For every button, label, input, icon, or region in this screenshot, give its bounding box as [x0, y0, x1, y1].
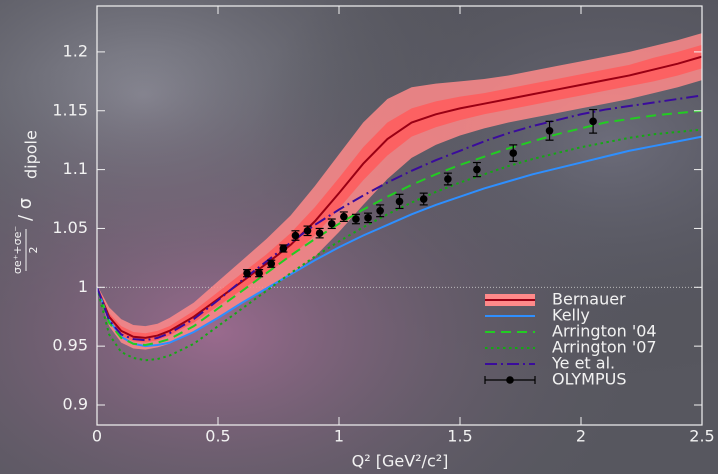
y-label-numerator: σe⁺+σe⁻: [11, 226, 24, 275]
x-tick-label: 0.5: [205, 427, 230, 446]
y-tick-label: 1.05: [52, 218, 88, 237]
y-tick-label: 1: [78, 277, 88, 296]
plot-area: [96, 33, 703, 362]
legend-label: Bernauer: [552, 290, 626, 309]
curve: [96, 55, 703, 339]
y-axis-label: σe⁺+σe⁻ 2 / σ dipole: [11, 130, 41, 274]
data-point: [352, 215, 360, 223]
plot-frame: [96, 5, 703, 426]
x-tick-label: 0: [92, 427, 102, 446]
data-point: [419, 195, 428, 203]
y-tick-label: 1.15: [52, 100, 88, 119]
y-label-denominator: 2: [27, 247, 40, 254]
y-tick-label: 1.1: [63, 159, 88, 178]
curve: [96, 128, 703, 362]
legend-label: Kelly: [552, 306, 590, 325]
x-tick-label: 1: [334, 427, 344, 446]
data-point: [315, 229, 324, 237]
y-label: / σ: [15, 198, 36, 221]
uncertainty-band: [97, 44, 702, 343]
data-point: [395, 197, 404, 206]
x-tick-label: 1.5: [447, 427, 472, 446]
curve: [96, 109, 703, 346]
data-point: [267, 259, 276, 268]
curve: [96, 135, 703, 348]
data-point: [473, 165, 481, 174]
data-point: [545, 126, 554, 135]
curve: [96, 94, 703, 342]
x-axis-label: Q² [GeV²/c²]: [352, 452, 449, 471]
legend-label: Ye et al.: [551, 354, 615, 373]
data-point: [243, 269, 251, 277]
y-tick-label: 0.95: [52, 336, 88, 355]
data-point: [327, 219, 336, 228]
data-point: [444, 175, 452, 183]
legend-label: Arrington '04: [552, 322, 657, 341]
data-point: [509, 149, 518, 157]
data-point: [279, 244, 288, 253]
x-tick-label: 2: [576, 427, 586, 446]
legend-label: Arrington '07: [552, 338, 657, 357]
legend-label: OLYMPUS: [552, 370, 626, 389]
data-point: [364, 214, 372, 222]
legend-swatch: [506, 376, 514, 384]
y-label-subscript: dipole: [22, 130, 41, 179]
x-tick-label: 2.5: [689, 427, 714, 446]
data-point: [340, 212, 348, 221]
data-point: [291, 231, 300, 240]
data-point: [376, 206, 384, 215]
y-tick-label: 1.2: [63, 41, 88, 60]
data-point: [589, 117, 597, 126]
data-point: [303, 227, 312, 235]
data-point: [255, 269, 263, 277]
y-tick-label: 0.9: [63, 394, 88, 413]
